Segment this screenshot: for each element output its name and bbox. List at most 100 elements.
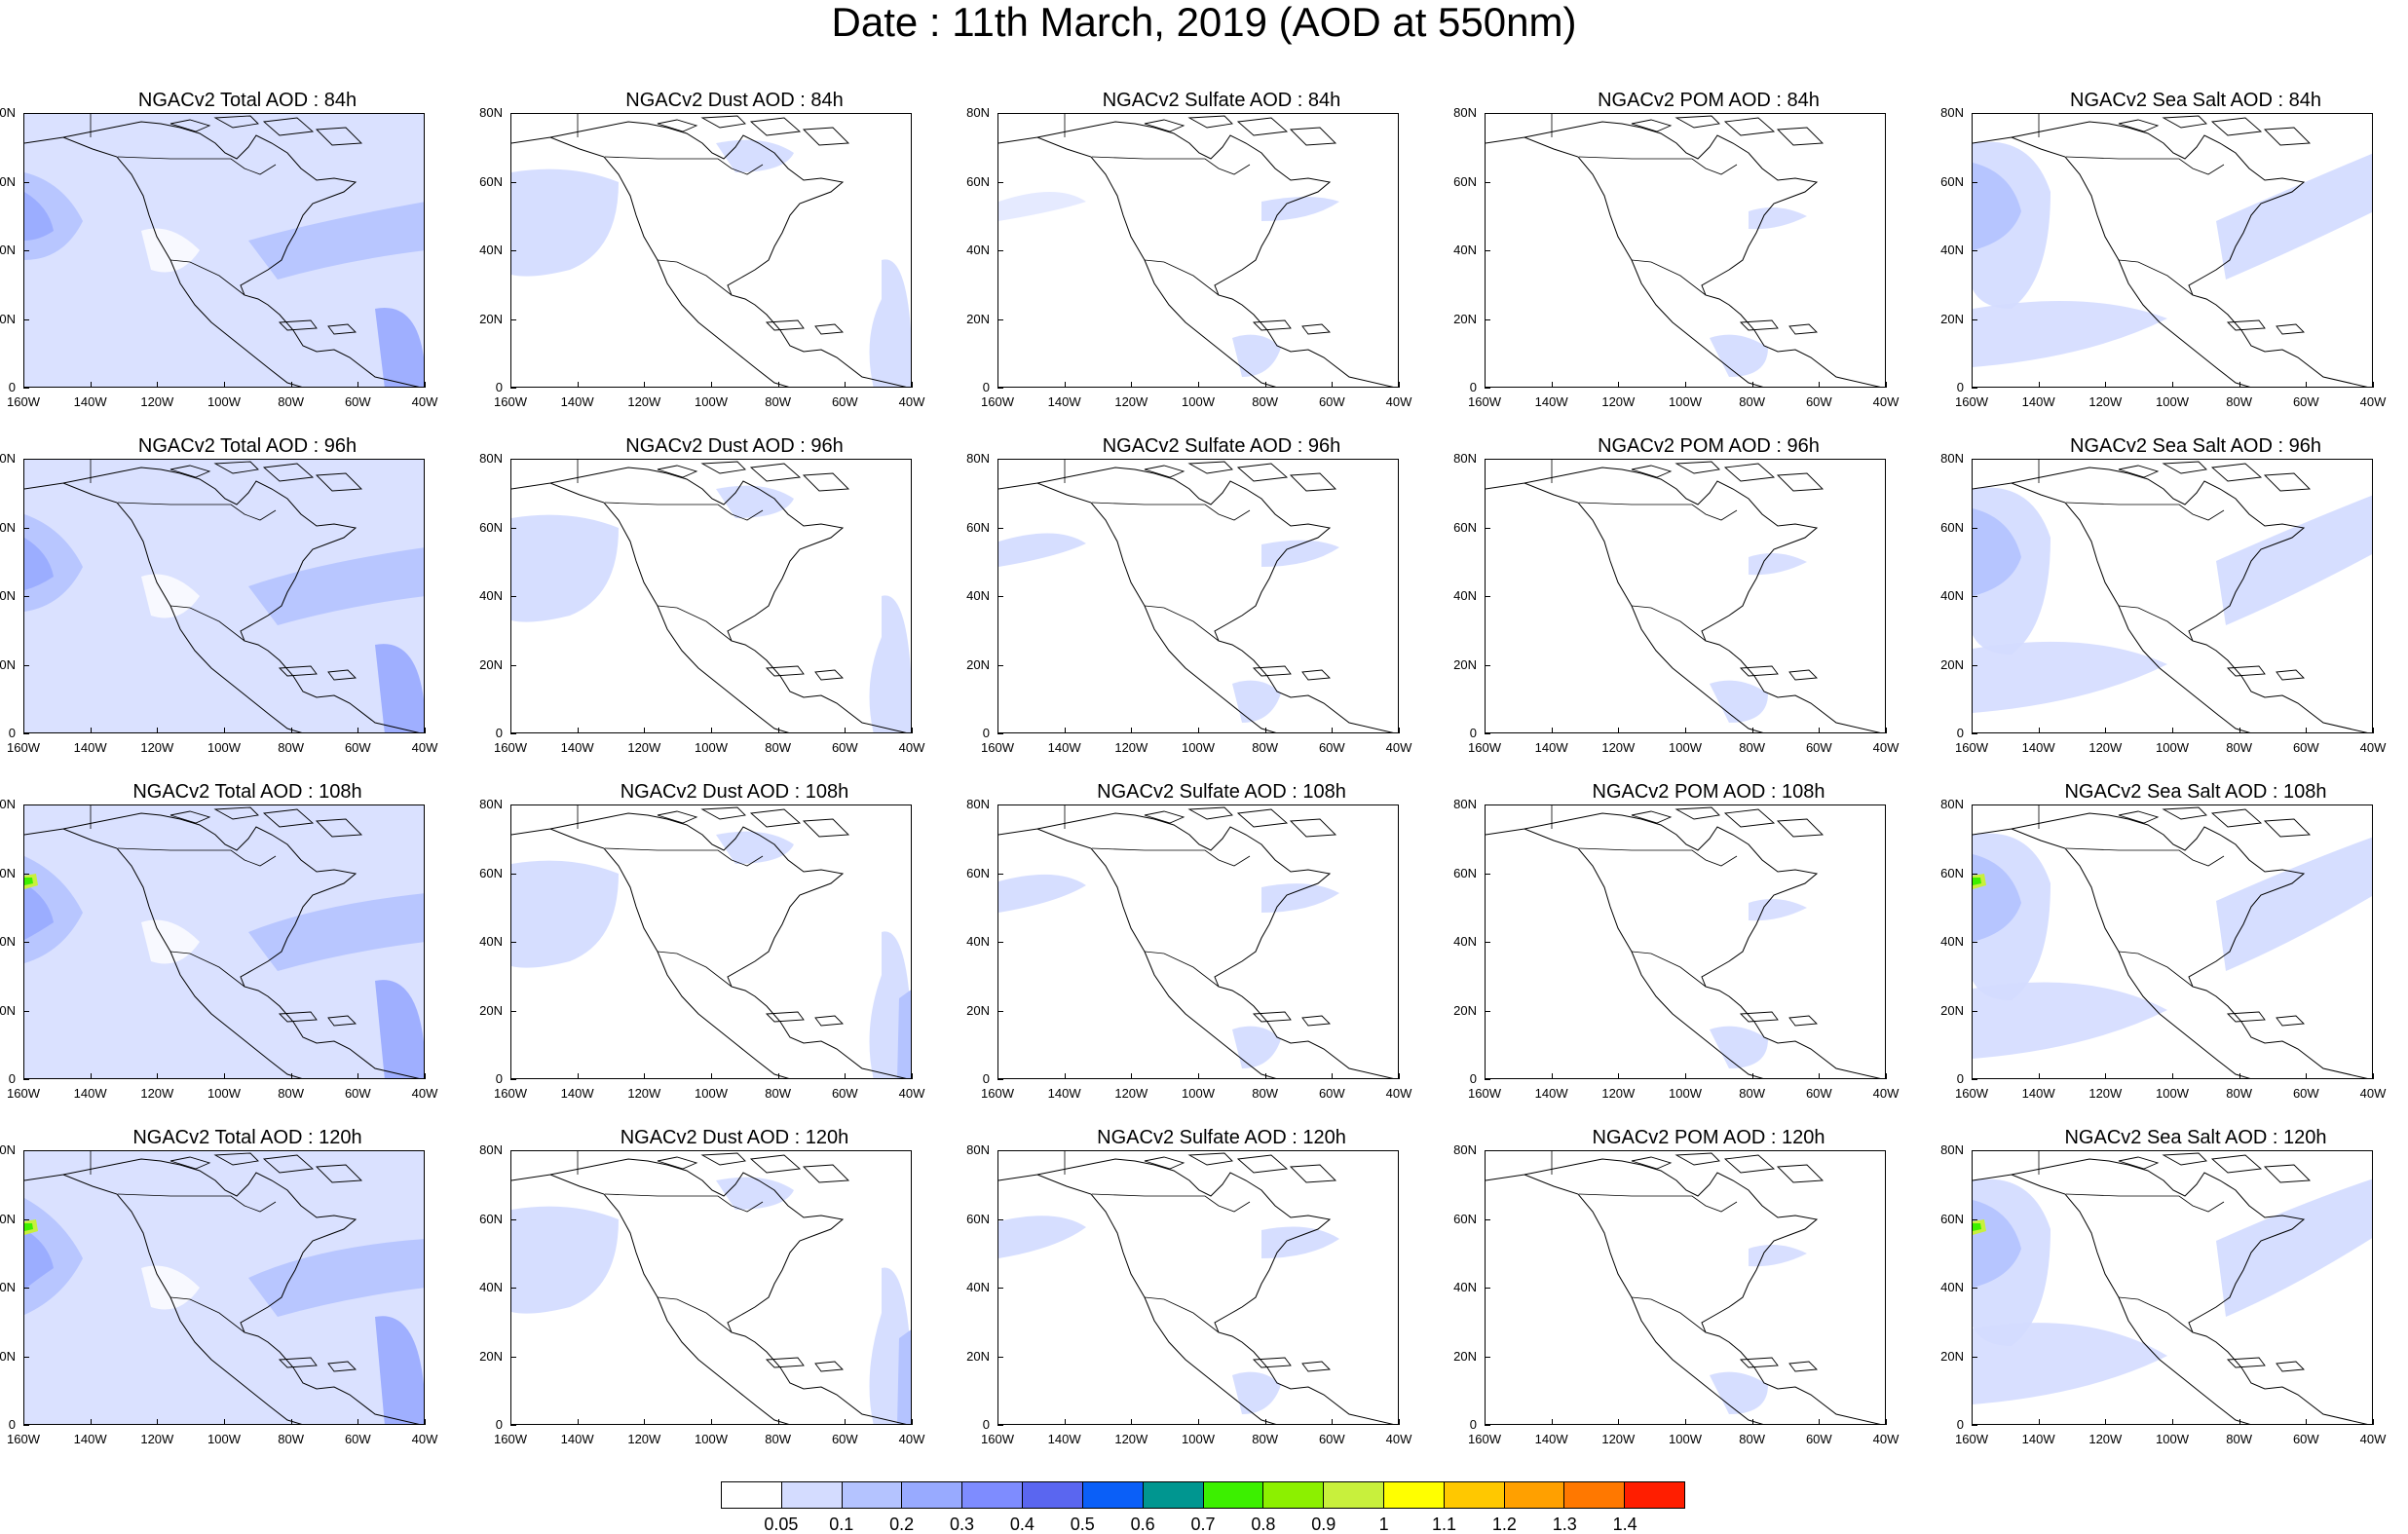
- aod-field: [1973, 982, 2167, 1059]
- lat-tick: [23, 459, 29, 460]
- lat-label: 20N: [0, 1348, 16, 1364]
- lat-tick: [997, 664, 1003, 666]
- lon-tick: [1972, 1073, 1973, 1079]
- lon-tick: [711, 728, 712, 733]
- lon-tick: [1399, 1073, 1400, 1079]
- lon-label: 80W: [278, 1432, 305, 1446]
- lon-tick: [1264, 1419, 1266, 1425]
- lat-tick: [510, 596, 516, 597]
- aod-map: [511, 805, 911, 1078]
- lon-tick: [1485, 382, 1486, 388]
- lat-tick: [510, 459, 516, 460]
- lat-label: 0: [1956, 1417, 1964, 1432]
- lon-label: 40W: [1385, 1432, 1412, 1446]
- map-frame: [510, 1150, 912, 1425]
- lat-tick: [997, 1150, 1003, 1151]
- aod-field: [2216, 495, 2372, 625]
- island: [765, 1357, 805, 1368]
- panel-title: NGACv2 Total AOD : 108h: [132, 781, 362, 803]
- lat-tick: [997, 804, 1003, 805]
- colorbar-swatch: [1444, 1482, 1505, 1508]
- lat-label: 0: [982, 1071, 990, 1086]
- map-frame: [1485, 804, 1886, 1079]
- aod-field: [2216, 837, 2372, 971]
- lat-tick: [997, 318, 1003, 320]
- lon-label: 40W: [1385, 394, 1412, 409]
- lon-label: 140W: [560, 1432, 594, 1446]
- lat-label: 80N: [1940, 105, 1964, 120]
- aod-field: [375, 644, 424, 732]
- lon-label: 40W: [1385, 1086, 1412, 1101]
- panel-title: NGACv2 Dust AOD : 108h: [620, 781, 849, 803]
- country-border: [577, 460, 764, 642]
- lat-tick: [23, 942, 29, 943]
- aod-field: [998, 533, 1086, 567]
- aod-field: [1261, 197, 1339, 221]
- lon-label: 80W: [1252, 1086, 1279, 1101]
- island: [765, 319, 805, 331]
- lon-label: 80W: [1252, 1432, 1279, 1446]
- lon-label: 100W: [695, 394, 728, 409]
- lon-tick: [1886, 1073, 1887, 1079]
- lon-label: 120W: [2088, 394, 2123, 409]
- lat-tick: [1485, 596, 1490, 597]
- lat-tick: [23, 804, 29, 805]
- map-panel-pom-1: NGACv2 POM AOD : 96h 80N 60N 40N 20N 0 160W 140…: [1453, 435, 1948, 757]
- lat-label: 80N: [966, 105, 990, 120]
- lon-tick: [777, 382, 779, 388]
- lon-tick: [1332, 1073, 1334, 1079]
- island: [1252, 1357, 1292, 1368]
- lat-tick: [997, 113, 1003, 114]
- lat-tick: [997, 250, 1003, 251]
- lon-tick: [777, 1419, 779, 1425]
- lat-tick: [510, 873, 516, 875]
- island: [2276, 669, 2305, 681]
- lat-tick: [1972, 181, 1977, 183]
- island: [765, 665, 805, 677]
- colorbar-label: 0.8: [1251, 1515, 1276, 1534]
- aod-field: [511, 514, 619, 622]
- lon-tick: [510, 728, 511, 733]
- island: [278, 319, 318, 331]
- island: [802, 1164, 850, 1183]
- lat-tick: [510, 664, 516, 666]
- lon-tick: [224, 1419, 225, 1425]
- lon-label: 140W: [560, 1086, 594, 1101]
- island: [2263, 1164, 2312, 1183]
- island: [657, 465, 698, 478]
- island: [1289, 127, 1337, 146]
- country-border: [577, 1151, 764, 1333]
- aod-map: [1973, 460, 2372, 732]
- lat-label: 20N: [1453, 656, 1477, 672]
- lon-label: 100W: [2156, 1086, 2189, 1101]
- island: [2162, 461, 2207, 474]
- aod-map: [511, 1151, 911, 1424]
- lat-tick: [1972, 1425, 1977, 1426]
- lon-label: 100W: [1182, 1432, 1215, 1446]
- aod-field: [1973, 878, 1981, 885]
- lon-label: 60W: [1318, 1432, 1345, 1446]
- island: [262, 1154, 315, 1174]
- island: [1289, 1164, 1337, 1183]
- lon-label: 60W: [344, 1086, 371, 1101]
- lat-tick: [23, 1425, 29, 1426]
- aod-field: [1261, 883, 1339, 913]
- aod-map: [511, 460, 911, 732]
- lon-tick: [644, 728, 646, 733]
- lat-tick: [1485, 388, 1490, 389]
- island: [2210, 808, 2263, 828]
- lat-label: 80N: [479, 1142, 503, 1157]
- island: [327, 669, 357, 681]
- aod-field: [24, 856, 83, 963]
- aod-field: [998, 1216, 1086, 1258]
- lat-label: 0: [1469, 380, 1477, 394]
- panel-title: NGACv2 Total AOD : 84h: [137, 90, 357, 111]
- lon-tick: [1972, 382, 1973, 388]
- panel-title: NGACv2 Sea Salt AOD : 120h: [2064, 1127, 2327, 1148]
- lon-tick: [1264, 1073, 1266, 1079]
- lat-label: 40N: [1940, 588, 1964, 603]
- lon-label: 60W: [1805, 1086, 1832, 1101]
- lon-tick: [1551, 382, 1553, 388]
- lon-tick: [425, 382, 426, 388]
